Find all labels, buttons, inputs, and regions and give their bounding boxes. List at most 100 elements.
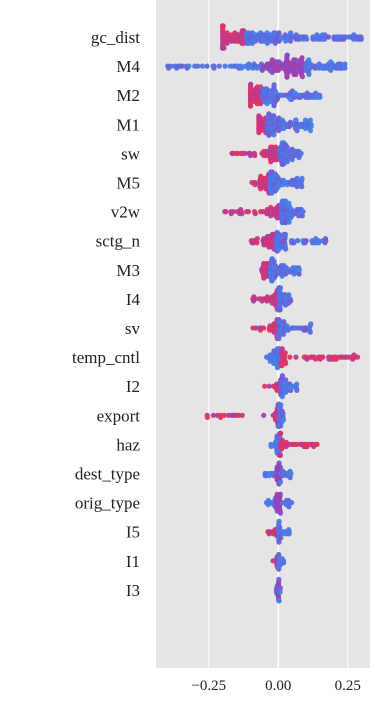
data-point [186, 63, 192, 69]
data-point [292, 57, 299, 63]
data-point [303, 238, 309, 244]
data-point [224, 30, 230, 36]
data-point [307, 117, 313, 123]
data-point [298, 150, 304, 156]
feature-label: haz [116, 435, 140, 454]
data-point [278, 535, 284, 541]
data-points [165, 23, 364, 604]
feature-label: I5 [126, 523, 140, 542]
feature-label: M5 [116, 174, 140, 193]
data-point [286, 504, 292, 510]
data-point [239, 211, 245, 217]
data-point [306, 57, 312, 63]
plot-background [156, 0, 370, 668]
feature-label: sv [125, 319, 141, 338]
data-point [275, 175, 281, 181]
data-point [277, 524, 283, 531]
data-point [271, 103, 277, 109]
feature-label: temp_cntl [72, 348, 140, 367]
data-point [280, 410, 286, 416]
data-point [247, 103, 254, 109]
data-point [254, 240, 260, 246]
data-point [168, 63, 174, 69]
feature-label: I4 [126, 290, 141, 309]
data-point [252, 211, 258, 217]
data-point [286, 219, 292, 225]
data-point [277, 307, 283, 313]
data-point [271, 258, 277, 264]
data-point [277, 585, 284, 591]
data-point [306, 71, 312, 78]
data-point [247, 152, 254, 159]
data-point [280, 331, 287, 337]
data-point [252, 152, 258, 159]
data-point [277, 479, 284, 485]
x-tick-label: −0.25 [191, 678, 226, 694]
data-point [276, 460, 282, 466]
data-point [204, 414, 210, 420]
data-point [289, 157, 295, 163]
feature-label: I3 [126, 581, 140, 600]
data-point [283, 246, 289, 252]
data-point [284, 74, 290, 80]
data-point [271, 113, 277, 119]
data-point [279, 437, 285, 443]
data-point [221, 412, 227, 418]
data-point [287, 475, 293, 481]
data-point [277, 285, 284, 291]
data-point [195, 63, 201, 69]
data-point [277, 491, 284, 497]
data-point [283, 377, 289, 383]
data-point [294, 128, 300, 134]
data-point [278, 423, 284, 429]
data-point [282, 231, 288, 237]
data-point [295, 238, 301, 244]
data-point [211, 63, 217, 69]
data-point [314, 441, 320, 447]
data-point [299, 55, 305, 61]
data-point [223, 209, 229, 215]
data-point [222, 63, 228, 69]
feature-label: M4 [116, 57, 140, 76]
data-point [271, 82, 277, 88]
data-point [276, 551, 282, 558]
data-point [299, 213, 305, 219]
data-point [242, 150, 248, 156]
data-point [288, 30, 294, 36]
data-point [276, 576, 282, 583]
data-point [278, 34, 284, 40]
feature-label: I2 [126, 377, 140, 396]
data-point [282, 350, 288, 356]
data-point [296, 267, 302, 273]
feature-labels: gc_dist M4 M2 M1 sw M5 v2w sctg_n M3 I4 sv temp_cnt… [72, 28, 141, 600]
data-point [216, 63, 222, 69]
data-point [288, 470, 294, 477]
data-point [262, 383, 268, 389]
data-point [293, 354, 299, 360]
feature-label: gc_dist [91, 28, 140, 47]
feature-label: I1 [126, 552, 140, 571]
data-point [294, 175, 300, 181]
data-point [342, 65, 348, 71]
feature-label: sw [121, 144, 141, 163]
data-point [317, 94, 323, 100]
data-point [221, 45, 227, 51]
feature-label: orig_type [75, 494, 140, 513]
data-point [276, 598, 282, 604]
data-point [279, 394, 285, 400]
data-point [296, 271, 302, 277]
data-point [224, 40, 230, 46]
data-point [239, 412, 245, 418]
data-point [259, 67, 265, 73]
data-point [300, 209, 306, 215]
data-point [286, 531, 292, 537]
data-point [252, 182, 258, 188]
data-point [286, 292, 292, 298]
data-point [287, 38, 294, 44]
data-point [252, 296, 258, 302]
data-point [278, 430, 284, 436]
data-point [293, 117, 299, 123]
data-point [278, 402, 284, 408]
data-point [288, 298, 294, 304]
